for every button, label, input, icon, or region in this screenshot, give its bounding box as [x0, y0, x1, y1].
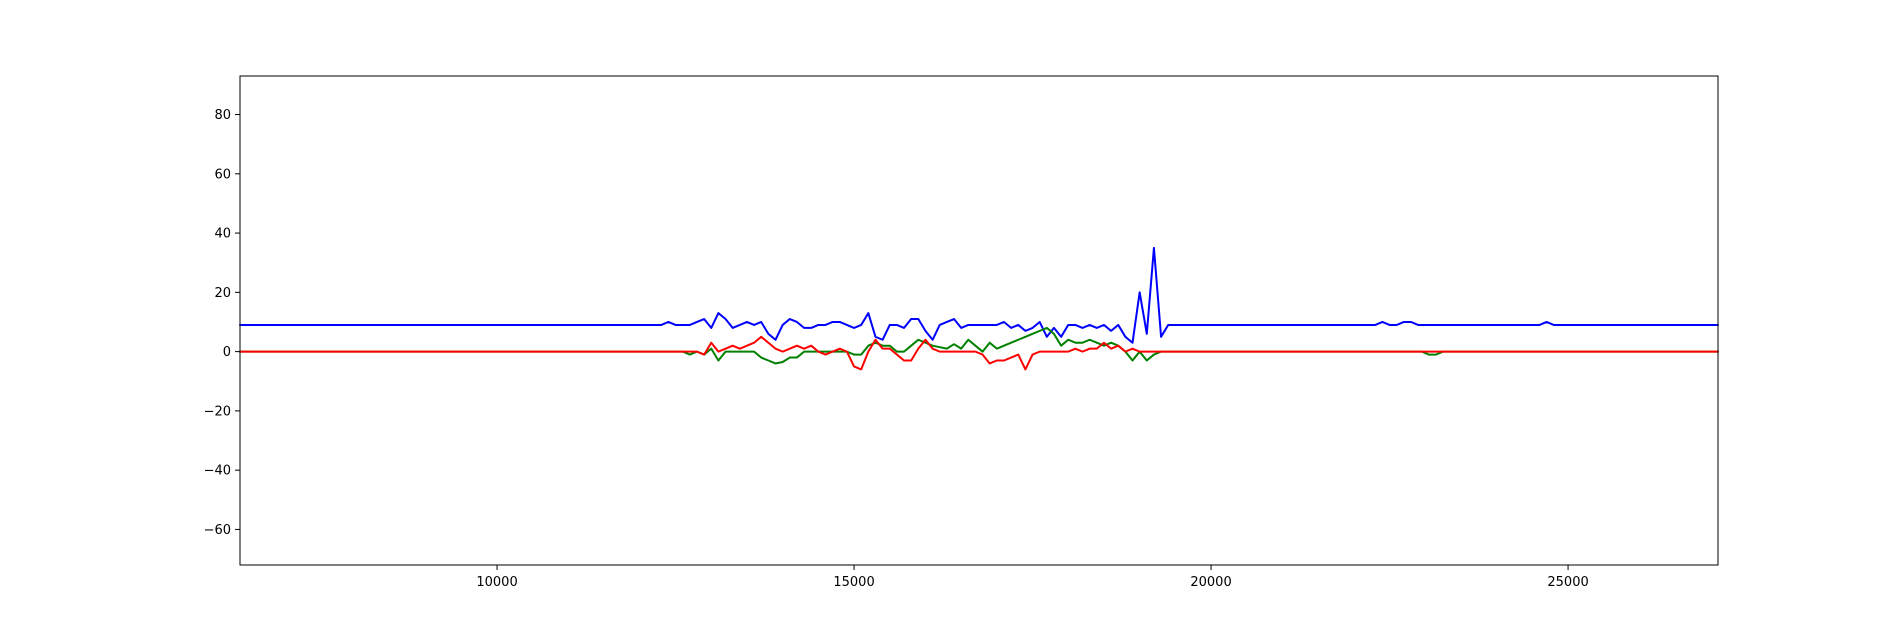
- y-tick-label: 60: [214, 167, 231, 182]
- series-layer: [239, 246, 1719, 371]
- y-tick-label: 20: [214, 286, 231, 301]
- x-tick-label: 15000: [833, 575, 874, 590]
- x-tick-label: 10000: [476, 575, 517, 590]
- y-tick-label: 0: [223, 345, 231, 360]
- x-tick-label: 25000: [1547, 575, 1588, 590]
- y-tick-label: −40: [204, 464, 231, 479]
- series-line-1: [239, 246, 1719, 344]
- plot-frame: [239, 75, 1719, 566]
- y-tick-label: −60: [204, 523, 231, 538]
- tick-layer: 10000 15000 20000 25000 −60 −40 −20 0 20 40 60 80: [204, 108, 1589, 590]
- series-line-3: [239, 335, 1719, 371]
- x-tick-label: 20000: [1190, 575, 1231, 590]
- y-tick-label: 40: [214, 227, 231, 242]
- series-line-2: [239, 326, 1719, 365]
- y-tick-label: 80: [214, 108, 231, 123]
- y-tick-label: −20: [204, 404, 231, 419]
